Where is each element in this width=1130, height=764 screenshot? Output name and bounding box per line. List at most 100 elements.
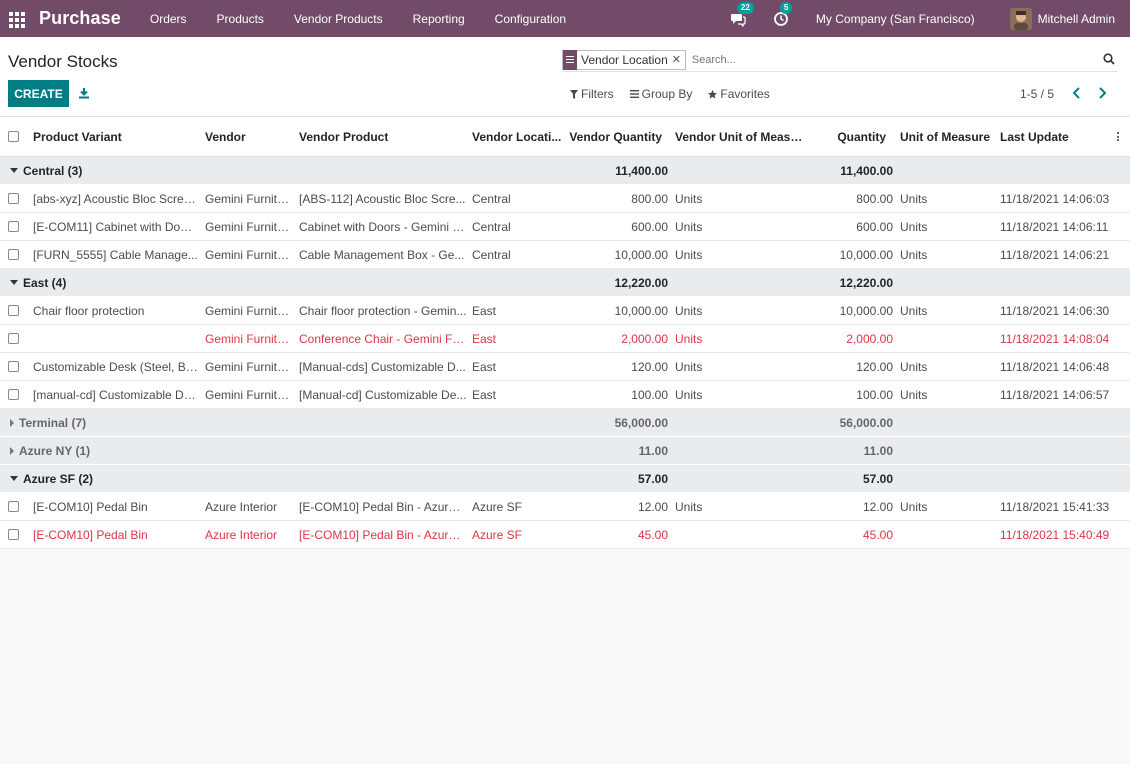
group-vendor-quantity-total: 12,220.00	[614, 275, 668, 290]
group-quantity-total: 57.00	[862, 471, 893, 486]
table-row[interactable]: Customizable Desk (Steel, Bla... Gemini F…	[0, 353, 1130, 381]
table-row[interactable]: [E-COM11] Cabinet with Door... Gemini Fur…	[0, 213, 1130, 241]
cell-last-update: 11/18/2021 14:06:57	[1000, 387, 1110, 402]
download-icon[interactable]	[78, 87, 90, 99]
cell-unit-of-measure: Units	[900, 219, 928, 234]
cell-vendor-uom: Units	[675, 331, 703, 346]
chevron-right-icon[interactable]	[1095, 84, 1109, 102]
app-brand[interactable]: Purchase	[39, 8, 121, 28]
row-checkbox[interactable]	[8, 249, 19, 260]
cell-last-update: 11/18/2021 14:06:03	[1000, 191, 1110, 206]
vendor-stocks-table: Product Variant Vendor Vendor Product Ve…	[0, 117, 1130, 549]
group-quantity-total: 11,400.00	[840, 163, 893, 178]
cell-unit-of-measure: Units	[900, 359, 928, 374]
apps-menu-icon[interactable]	[9, 11, 25, 28]
cell-vendor-uom: Units	[675, 387, 703, 402]
menu-reporting[interactable]: Reporting	[412, 11, 465, 26]
menu-orders[interactable]: Orders	[149, 11, 187, 26]
col-quantity[interactable]: Quantity	[837, 129, 886, 144]
table-row[interactable]: [FURN_5555] Cable Manage... Gemini Furnit…	[0, 241, 1130, 269]
cell-vendor-quantity: 120.00	[631, 359, 668, 374]
pager-value[interactable]: 1-5 / 5	[1020, 87, 1055, 101]
col-product-variant[interactable]: Product Variant	[33, 129, 122, 144]
cell-product-variant: [E-COM10] Pedal Bin	[33, 499, 148, 514]
cell-quantity: 800.00	[856, 191, 893, 206]
create-button[interactable]: CREATE	[8, 80, 69, 107]
row-checkbox[interactable]	[8, 193, 19, 204]
cell-vendor-uom: Units	[675, 191, 703, 206]
user-menu[interactable]: Mitchell Admin	[1037, 11, 1115, 26]
cell-vendor-location: Central	[472, 247, 511, 262]
company-switcher[interactable]: My Company (San Francisco)	[815, 11, 975, 26]
group-row[interactable]: Central (3) 11,400.00 11,400.00	[0, 157, 1130, 185]
col-vendor-location[interactable]: Vendor Locati...	[472, 129, 562, 144]
cell-last-update: 11/18/2021 15:41:33	[1000, 499, 1110, 514]
group-row[interactable]: East (4) 12,220.00 12,220.00	[0, 269, 1130, 297]
filters-dropdown[interactable]: Filters	[570, 87, 614, 101]
cell-vendor-product: [Manual-cd] Customizable De...	[299, 387, 467, 402]
control-panel: Vendor Stocks CREATE Vendor Location ✕ F…	[0, 37, 1130, 117]
col-vendor-quantity[interactable]: Vendor Quantity	[569, 129, 662, 144]
group-label: Central (3)	[23, 163, 83, 178]
menu-products[interactable]: Products	[216, 11, 264, 26]
group-row[interactable]: Azure SF (2) 57.00 57.00	[0, 465, 1130, 493]
menu-configuration[interactable]: Configuration	[494, 11, 567, 26]
row-checkbox[interactable]	[8, 305, 19, 316]
group-row[interactable]: Terminal (7) 56,000.00 56,000.00	[0, 409, 1130, 437]
row-checkbox[interactable]	[8, 361, 19, 372]
favorites-dropdown[interactable]: Favorites	[708, 87, 770, 101]
menu-vendor-products[interactable]: Vendor Products	[293, 11, 383, 26]
facet-remove-icon[interactable]: ✕	[671, 54, 681, 66]
messages-count-badge: 22	[736, 1, 754, 14]
cell-vendor: Gemini Furnitu...	[205, 191, 293, 206]
col-last-update[interactable]: Last Update	[1000, 129, 1069, 144]
chevron-left-icon[interactable]	[1070, 84, 1084, 102]
table-row[interactable]: Gemini Furnitu... Conference Chair - Gemi…	[0, 325, 1130, 353]
row-checkbox[interactable]	[8, 333, 19, 344]
table-row[interactable]: [E-COM10] Pedal Bin Azure Interior [E-COM1…	[0, 493, 1130, 521]
cell-last-update: 11/18/2021 14:06:21	[1000, 247, 1110, 262]
table-row[interactable]: Chair floor protection Gemini Furnitu... C…	[0, 297, 1130, 325]
row-checkbox[interactable]	[8, 221, 19, 232]
cell-last-update: 11/18/2021 14:06:11	[1000, 219, 1109, 234]
search-facet: Vendor Location ✕	[562, 49, 686, 70]
search-icon[interactable]	[1103, 53, 1115, 65]
table-row[interactable]: [manual-cd] Customizable De... Gemini Fur…	[0, 381, 1130, 409]
col-vendor[interactable]: Vendor	[205, 129, 246, 144]
cell-vendor-uom: Units	[675, 303, 703, 318]
cell-quantity: 2,000.00	[846, 331, 893, 346]
cell-vendor-quantity: 45.00	[637, 527, 668, 542]
col-unit-of-measure[interactable]: Unit of Measure	[900, 129, 991, 144]
search-bar: Vendor Location ✕	[562, 48, 1117, 72]
col-vendor-product[interactable]: Vendor Product	[299, 129, 389, 144]
main-menu: Orders Products Vendor Products Reportin…	[135, 12, 581, 26]
cell-vendor-product: Chair floor protection - Gemin...	[299, 303, 467, 318]
group-quantity-total: 56,000.00	[839, 415, 893, 430]
row-checkbox[interactable]	[8, 389, 19, 400]
cell-vendor-uom: Units	[675, 359, 703, 374]
messages-icon[interactable]: 22	[730, 1, 754, 27]
groupby-dropdown[interactable]: Group By	[629, 87, 692, 101]
select-all-checkbox[interactable]	[8, 131, 19, 142]
optional-columns-icon[interactable]	[1117, 117, 1123, 156]
cell-quantity: 100.00	[856, 387, 893, 402]
cell-vendor-location: East	[472, 359, 497, 374]
cell-last-update: 11/18/2021 15:40:49	[1000, 527, 1110, 542]
group-vendor-quantity-total: 57.00	[637, 471, 668, 486]
group-quantity-total: 12,220.00	[839, 275, 893, 290]
user-avatar[interactable]	[1009, 7, 1032, 30]
cell-vendor-quantity: 10,000.00	[614, 303, 668, 318]
table-row[interactable]: [E-COM10] Pedal Bin Azure Interior [E-COM1…	[0, 521, 1130, 549]
cell-vendor-uom: Units	[675, 499, 703, 514]
col-vendor-uom[interactable]: Vendor Unit of Measu...	[675, 129, 805, 144]
search-input[interactable]	[691, 53, 1072, 66]
row-checkbox[interactable]	[8, 529, 19, 540]
group-quantity-total: 11.00	[863, 443, 893, 458]
cell-last-update: 11/18/2021 14:08:04	[1000, 331, 1110, 346]
row-checkbox[interactable]	[8, 501, 19, 512]
table-row[interactable]: [abs-xyz] Acoustic Bloc Scree... Gemini F…	[0, 185, 1130, 213]
cell-vendor: Gemini Furnitu...	[205, 303, 293, 318]
cell-vendor-product: [ABS-112] Acoustic Bloc Scre...	[299, 191, 466, 206]
group-row[interactable]: Azure NY (1) 11.00 11.00	[0, 437, 1130, 465]
activities-clock-icon[interactable]: 5	[773, 1, 793, 27]
